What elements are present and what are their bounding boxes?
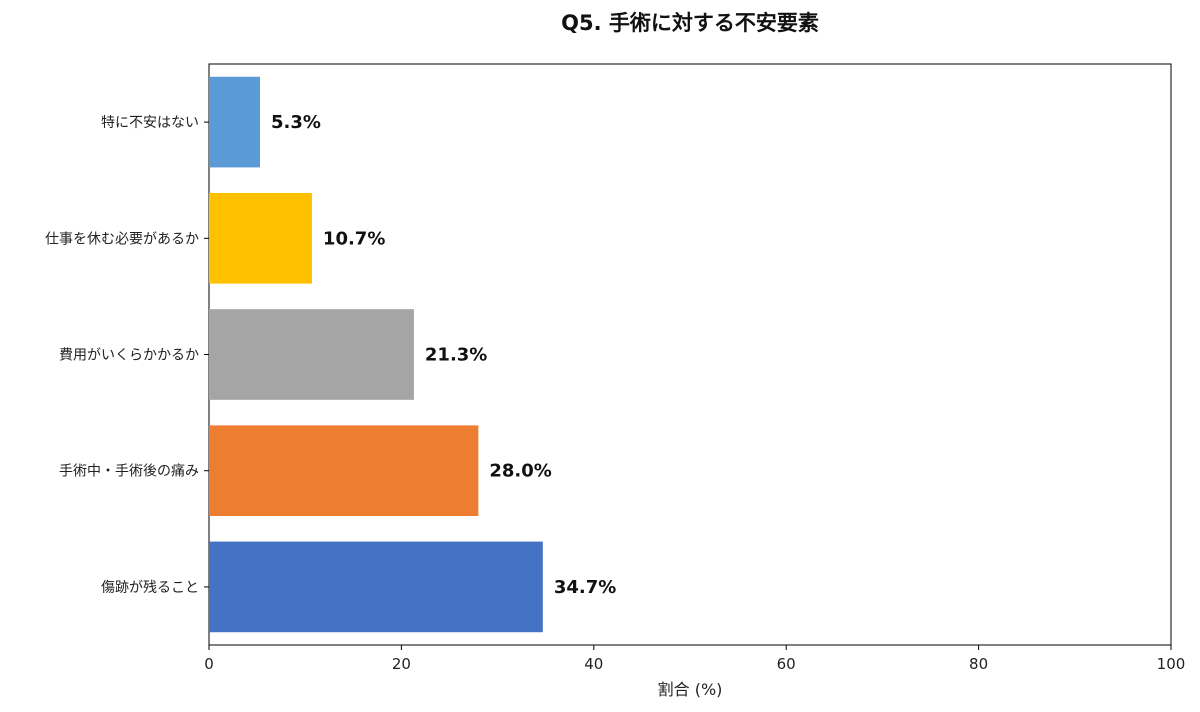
x-tick-label-40: 40 xyxy=(584,655,603,673)
category-labels-layer: 特に不安はない仕事を休む必要があるか費用がいくらかかるか手術中・手術後の痛み傷跡… xyxy=(45,115,209,596)
value-label-3: 21.3% xyxy=(425,345,487,366)
category-label-4: 手術中・手術後の痛み xyxy=(59,463,199,480)
bar-2 xyxy=(209,192,312,284)
x-tick-label-0: 0 xyxy=(204,655,214,673)
bar-4 xyxy=(209,425,479,517)
value-label-1: 5.3% xyxy=(271,112,321,133)
category-label-2: 仕事を休む必要があるか xyxy=(45,231,199,247)
category-label-3: 費用がいくらかかるか xyxy=(59,348,199,364)
category-label-1: 特に不安はない xyxy=(101,115,199,131)
value-label-5: 34.7% xyxy=(554,577,616,598)
x-tick-label-20: 20 xyxy=(392,655,411,673)
x-tick-label-100: 100 xyxy=(1157,655,1186,673)
x-axis-title: 割合 (%) xyxy=(658,680,723,699)
x-tick-label-80: 80 xyxy=(969,655,988,673)
bar-3 xyxy=(209,309,414,400)
bar-5 xyxy=(209,541,543,633)
category-label-5: 傷跡が残ること xyxy=(101,580,199,596)
x-tick-label-60: 60 xyxy=(777,655,796,673)
value-labels-layer: 5.3% 10.7% 21.3% 28.0% 34.7% xyxy=(271,112,616,598)
chart-title: Q5. 手術に対する不安要素 xyxy=(561,11,819,35)
bars-layer xyxy=(209,76,543,633)
value-label-2: 10.7% xyxy=(323,228,385,249)
bar-1 xyxy=(209,76,260,168)
x-ticks-layer: 0 20 40 60 80 100 xyxy=(204,645,1185,673)
value-label-4: 28.0% xyxy=(489,461,551,482)
